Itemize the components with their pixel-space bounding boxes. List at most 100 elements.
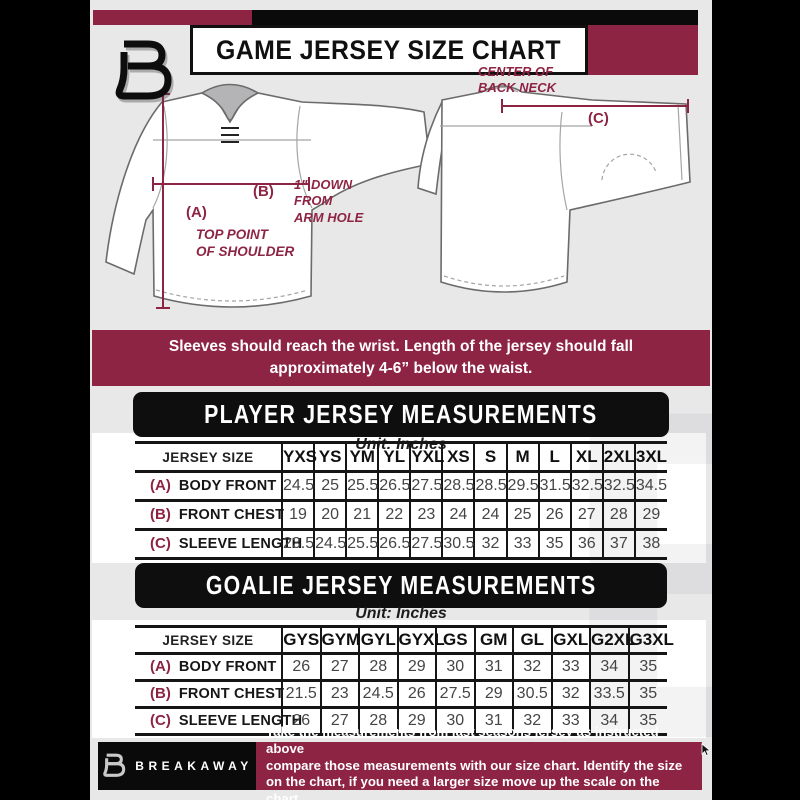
measurement-row: (C) SLEEVE LENGTH 26 27 28 29 30 31 32 33 34 35	[135, 707, 667, 735]
measurement-value: 27.5	[409, 529, 442, 559]
player-heading-wrap: PLAYER JERSEY MEASUREMENTS	[90, 392, 712, 437]
back-jersey-seams	[440, 86, 683, 287]
size-column-header: G3XL	[627, 626, 674, 654]
measurement-value: 28	[358, 707, 398, 735]
size-column-header: 3XL	[633, 442, 667, 472]
breakaway-logo-icon	[115, 40, 174, 103]
measurement-value: 28	[358, 653, 398, 681]
measurement-name: BODY FRONT	[178, 659, 277, 675]
measurement-name: SLEEVE LENGTH	[178, 536, 303, 552]
measurement-name: FRONT CHEST	[178, 686, 285, 702]
measurement-value: 27	[569, 500, 603, 530]
measurement-value: 32	[512, 653, 552, 681]
measurement-value: 21	[345, 500, 379, 530]
measurement-value: 30	[435, 653, 475, 681]
measurement-name: SLEEVE LENGTH	[178, 713, 303, 729]
measurement-value: 23.5	[280, 529, 314, 559]
measurement-value: 26	[396, 680, 436, 708]
front-measure-lines	[152, 93, 310, 309]
mouse-cursor-icon	[701, 743, 712, 757]
measurement-value: 27.5	[435, 680, 475, 708]
measurement-row: (C) SLEEVE LENGTH 23.5 24.5 25.5 26.5 27.5 30.5…	[135, 529, 667, 559]
measurement-value: 25.5	[345, 529, 378, 559]
measurement-value: 26.5	[377, 529, 410, 559]
measurement-value: 32	[550, 680, 590, 708]
measurement-key: (A)	[150, 658, 171, 675]
size-column-header: GS	[435, 626, 475, 654]
measure-a-label: (A)	[186, 204, 207, 221]
size-column-header: G2XL	[589, 626, 635, 654]
measurement-value: 34	[589, 707, 629, 735]
measurement-value: 33	[550, 707, 590, 735]
footer-brand-block: BREAKAWAY	[98, 742, 256, 790]
goalie-heading-wrap: GOALIE JERSEY MEASUREMENTS	[90, 563, 712, 608]
size-column-header: YXL	[409, 442, 444, 472]
measurement-value: 27	[319, 653, 359, 681]
size-column-header: M	[505, 442, 539, 472]
measurement-key: (B)	[150, 506, 171, 523]
measurement-value: 31.5	[537, 471, 571, 501]
measurement-value: 36	[569, 529, 603, 559]
size-column-header: GM	[473, 626, 513, 654]
measurement-value: 29	[396, 707, 436, 735]
page-title: GAME JERSEY SIZE CHART	[216, 34, 562, 65]
measurement-row-label: (A) BODY FRONT	[135, 654, 282, 681]
size-column-header: GXL	[550, 626, 590, 654]
measurement-key: (C)	[150, 712, 171, 729]
measurement-value: 33	[550, 653, 590, 681]
jersey-diagram	[105, 83, 691, 309]
goalie-unit-label: Unit: Inches	[355, 605, 447, 622]
player-measurements-table: JERSEY SIZE YXS YS YM YL YXL XS S M L XL 2XL 3XL (A) B…	[135, 441, 667, 560]
measurement-value: 21.5	[281, 680, 321, 708]
measurement-value: 24.5	[358, 680, 398, 708]
measurement-value: 19	[280, 500, 315, 530]
header-accent-black	[252, 10, 698, 25]
jersey-size-corner-label: JERSEY SIZE	[162, 449, 254, 465]
goalie-section-heading: GOALIE JERSEY MEASUREMENTS	[134, 563, 668, 608]
footer-brand-name: BREAKAWAY	[135, 759, 253, 773]
measurement-value: 23	[319, 680, 359, 708]
measurement-value: 25	[505, 500, 539, 530]
measurement-value: 26.5	[377, 471, 410, 501]
measurement-value: 34	[589, 653, 629, 681]
measurement-value: 27	[319, 707, 359, 735]
size-column-header: YM	[345, 442, 379, 472]
measurement-value: 32	[473, 529, 507, 559]
measurement-name: FRONT CHEST	[178, 507, 285, 523]
measurement-value: 31	[473, 707, 513, 735]
measurement-value: 35	[627, 680, 667, 708]
measurement-value: 24.5	[280, 471, 314, 501]
measurement-name: BODY FRONT	[178, 478, 277, 494]
size-column-header: GYL	[358, 626, 398, 654]
front-jersey-laces	[221, 127, 239, 143]
measure-c-label: (C)	[588, 110, 609, 127]
header-title-maroon-block	[588, 25, 698, 75]
measurement-value: 32	[512, 707, 552, 735]
size-column-header: GYXL	[396, 626, 445, 654]
measurement-value: 25.5	[345, 471, 378, 501]
title-box: GAME JERSEY SIZE CHART	[190, 25, 588, 75]
measurement-value: 24.5	[313, 529, 346, 559]
size-column-header: 2XL	[601, 442, 635, 472]
player-section-heading: PLAYER JERSEY MEASUREMENTS	[133, 392, 669, 437]
size-column-header: S	[473, 442, 507, 472]
measurement-value: 37	[601, 529, 635, 559]
size-column-header: XS	[441, 442, 475, 472]
center-back-neck-note: CENTER OF BACK NECK	[478, 64, 556, 96]
measurement-key: (C)	[150, 535, 171, 552]
measurement-value: 35	[627, 653, 667, 681]
size-header-row: JERSEY SIZE YXS YS YM YL YXL XS S M L XL 2XL 3XL	[135, 442, 667, 472]
arm-hole-note: 1" DOWN FROM ARM HOLE	[294, 177, 364, 225]
shoulder-note: TOP POINT OF SHOULDER	[196, 227, 295, 259]
size-column-header: L	[537, 442, 571, 472]
front-jersey-drawing	[105, 83, 431, 308]
size-column-header: GYM	[319, 626, 360, 654]
measurement-value: 24	[441, 500, 475, 530]
measurement-value: 33.5	[589, 680, 629, 708]
measurement-value: 29	[473, 680, 513, 708]
measure-b-label: (B)	[253, 183, 274, 200]
header-accent-bar	[93, 10, 698, 25]
measurement-value: 29.5	[505, 471, 539, 501]
measurement-value: 25	[313, 471, 347, 501]
footer-bar: BREAKAWAY Take the measurements from las…	[98, 724, 702, 800]
